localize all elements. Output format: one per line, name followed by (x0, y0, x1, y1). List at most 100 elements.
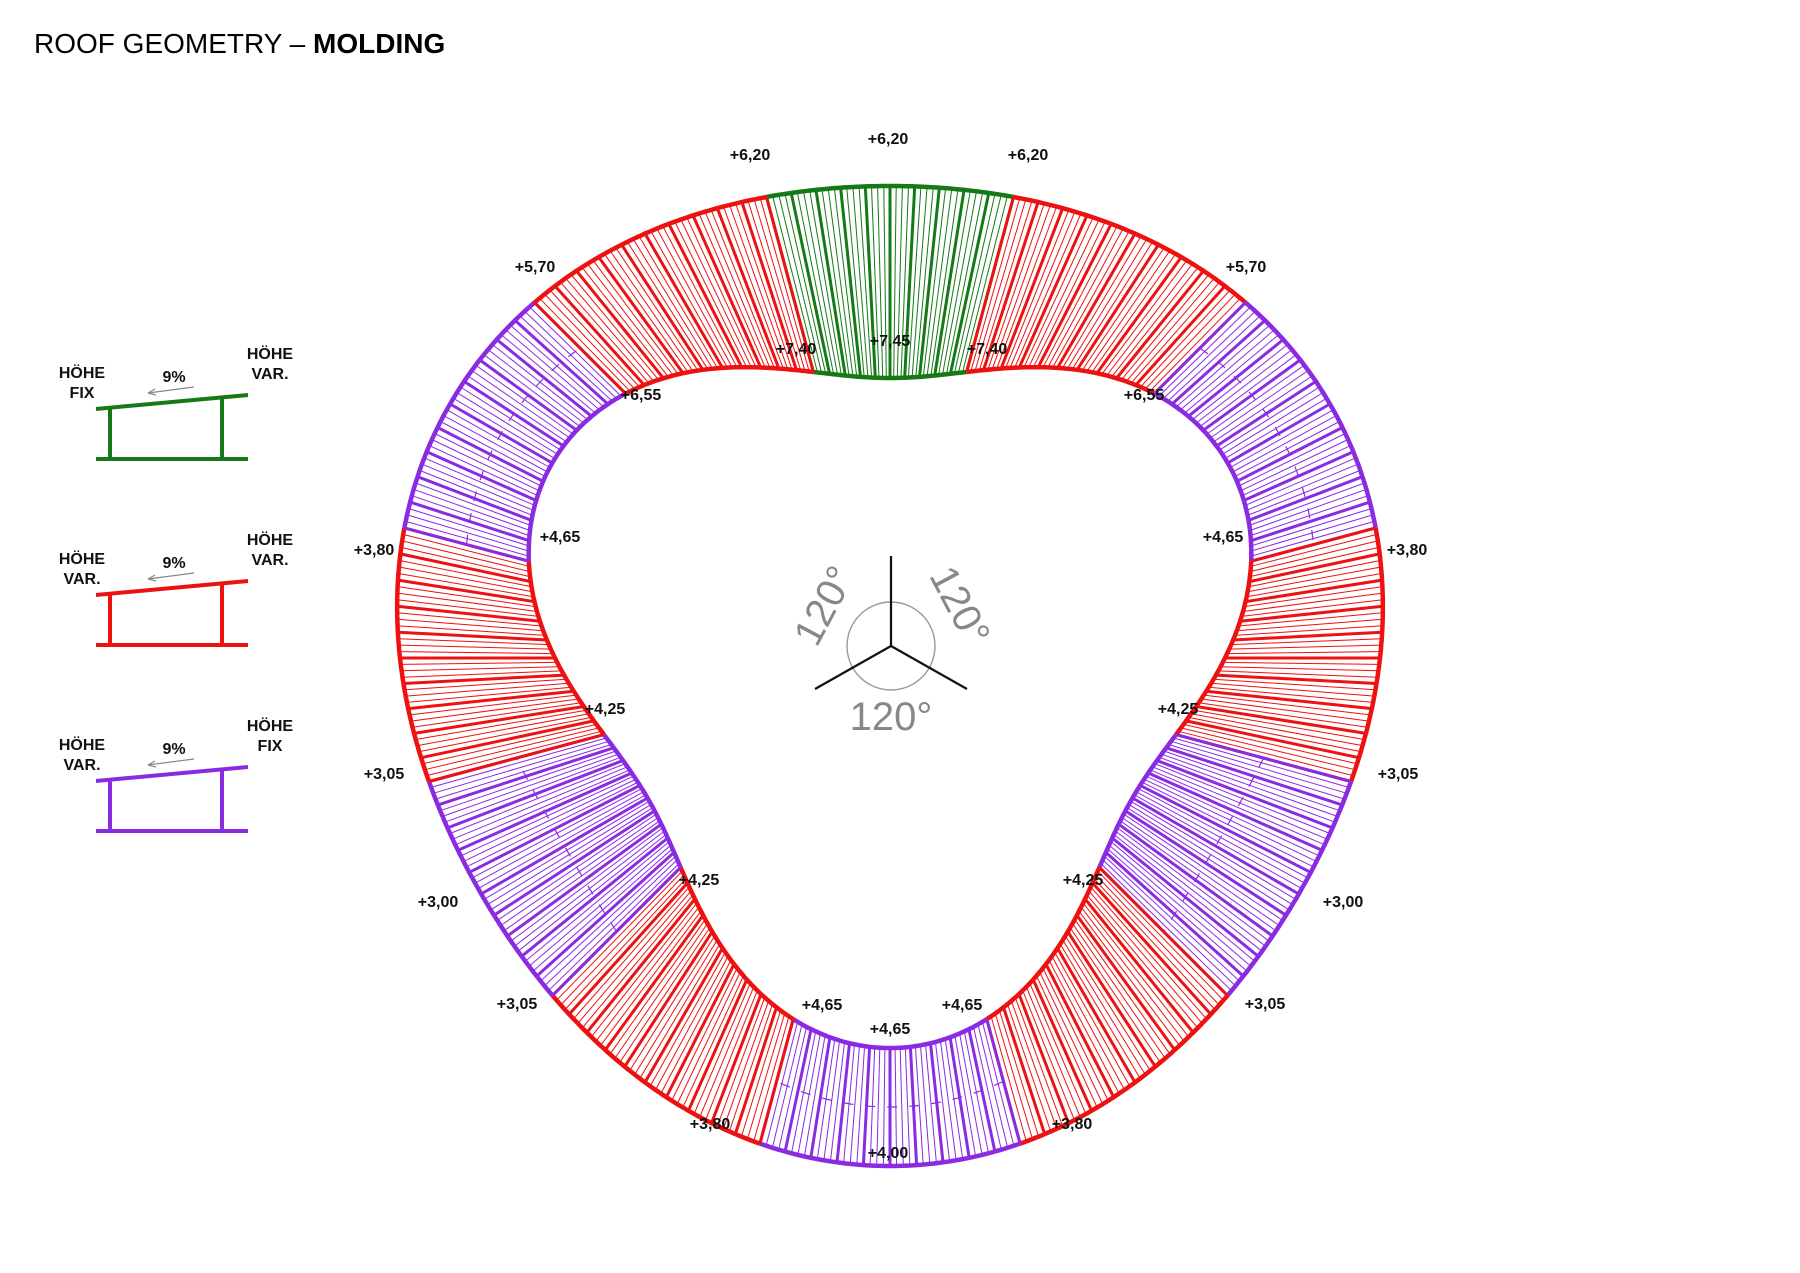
angle-label-right: 120° (921, 559, 999, 653)
ring-rafter-red-3-9 (1244, 586, 1383, 608)
ring-rafter-red-3-3 (1249, 546, 1379, 578)
ring-rafter-purple-6-13 (925, 1044, 937, 1164)
ring-rafter-red-1-21 (1061, 236, 1142, 369)
ring-rafter-red-11-22 (656, 228, 733, 368)
ring-rafter-red-9-13 (406, 686, 572, 703)
legend-purple-right-label-1: HÖHE (247, 716, 294, 735)
ring-rafter-purple-2-26 (1240, 439, 1349, 492)
ring-rafter-red-1-25 (1081, 247, 1165, 371)
ring-rafter-red-7-29 (600, 910, 702, 1046)
ring-rafter-red-11-18 (632, 238, 714, 369)
ring-rafter-red-1-4 (982, 201, 1040, 371)
legend-purple-arrowhead (147, 760, 157, 768)
ring-rafter-green-0-29 (922, 188, 947, 377)
ring-rafter-red-5-32 (1017, 993, 1070, 1124)
ring-rafter-purple-10-7 (415, 482, 531, 526)
elev-outer-top-right: +6,20 (1008, 147, 1049, 164)
ring-rafter-purple-10-15 (434, 433, 542, 487)
ring-rafter-red-9-27 (397, 612, 542, 627)
ring-rafter-red-1-26 (1086, 250, 1171, 372)
elev-outer-upper-right: +5,70 (1226, 259, 1267, 276)
ring-rafter-red-11-11 (592, 260, 679, 375)
ring-rafter-red-11-6 (565, 277, 655, 382)
ring-rafter-red-7-23 (629, 935, 716, 1071)
ring-rafter-purple-2-22 (1232, 415, 1337, 473)
ring-rafter-red-11-21 (650, 230, 728, 368)
ring-red-outer-edge-9 (394, 527, 432, 783)
ring-rafter-red-7-1 (753, 1016, 790, 1142)
elev-outer-right-1: +3,80 (1387, 542, 1428, 559)
ring-rafter-green-0-4 (789, 192, 832, 375)
ring-rafter-green-0-5 (796, 192, 835, 375)
title-regular: ROOF GEOMETRY – (34, 28, 313, 59)
ring-rafter-purple-4-2 (1170, 740, 1347, 794)
elev-outer-right-4: +3,05 (1245, 996, 1286, 1013)
ring-rafter-red-5-39 (990, 1016, 1027, 1142)
ring-rafter-red-3-12 (1239, 604, 1383, 623)
ring-rafter-purple-8-34 (442, 753, 619, 817)
ring-rafter-purple-6-36 (783, 1028, 813, 1152)
ring-rafter-purple-8-12 (506, 822, 663, 938)
ring-rafter-red-7-31 (590, 902, 698, 1038)
ring-rafter-red-9-6 (417, 713, 589, 747)
legend-green-arrowhead (147, 388, 157, 396)
ring-rafter-red-11-12 (597, 256, 685, 375)
ring-rafter-purple-8-3 (540, 855, 677, 982)
ring-rafter-red-3-0 (1250, 526, 1376, 563)
angle-symbol: 120° 120° 120° (786, 556, 999, 739)
ring-rafter-purple-10-3 (408, 508, 529, 547)
ring-rafter-green-0-21 (893, 185, 897, 379)
ring-rafter-red-1-20 (1056, 232, 1137, 369)
ring-purple-ridge-10 (466, 347, 581, 545)
legend-green-slope-arrow (147, 386, 195, 394)
elev-inner-right-2: +4,25 (1158, 701, 1199, 718)
ring-rafter-purple-8-29 (455, 769, 630, 846)
ring-rafter-red-1-3 (978, 200, 1033, 371)
ring-rafter-red-9-3 (422, 723, 597, 765)
ring-rafter-green-0-15 (858, 186, 873, 378)
ring-rafter-red-9-37 (401, 546, 531, 578)
ring-rafter-purple-4-21 (1130, 800, 1296, 900)
ring-rafter-red-5-36 (1002, 1006, 1047, 1135)
legend-red: HÖHE VAR. HÖHE VAR. 9% (59, 530, 293, 647)
ring-rafter-purple-4-22 (1128, 803, 1293, 906)
ring-rafter-purple-4-39 (1100, 863, 1232, 992)
ring-rafter-purple-10-13 (429, 445, 538, 497)
ring-rafter-red-11-2 (544, 293, 636, 390)
ring-rafter-red-5-21 (1054, 951, 1131, 1087)
ring-rafter-purple-4-0 (1175, 733, 1352, 783)
ring-rafter-red-5-3 (1093, 878, 1216, 1010)
inner-elevations: +7,45 +7,40 +7,40 +6,55 +6,55 +4,65 +4,6… (540, 333, 1244, 1038)
ring-rafter-red-9-15 (404, 678, 567, 691)
elev-inner-bottom-right: +4,65 (942, 997, 983, 1014)
ring-rafter-red-3-22 (1220, 666, 1379, 672)
ring-rafter-purple-6-21 (882, 1047, 886, 1166)
ring-rafter-red-9-10 (410, 698, 579, 722)
ring-rafter-green-0-23 (900, 186, 909, 378)
ring-rafter-red-5-34 (1010, 1000, 1058, 1129)
ring-rafter-red-5-12 (1075, 914, 1176, 1051)
ring-rafter-red-11-23 (662, 225, 738, 368)
ring-rafter-purple-6-22 (876, 1047, 881, 1166)
elev-inner-bottom: +4,65 (870, 1021, 911, 1038)
ring-rafter-purple-6-11 (934, 1041, 951, 1162)
ring-rafter-purple-4-35 (1107, 848, 1248, 972)
elev-inner-bottom-left: +4,65 (802, 997, 843, 1014)
ring-red-outer-edge-3 (1348, 527, 1386, 783)
ring-rafter-red-11-28 (691, 214, 763, 369)
ring-rafter-red-7-26 (614, 923, 708, 1059)
ring-rafter-green-0-16 (863, 186, 877, 378)
ring-rafter-red-3-29 (1203, 694, 1371, 716)
ring-rafter-purple-4-38 (1102, 859, 1236, 987)
ring-rafter-green-0-36 (948, 192, 991, 375)
ring-rafter-red-1-9 (1005, 209, 1070, 369)
elev-outer-left-3: +3,00 (418, 894, 459, 911)
ring-rafter-red-3-7 (1246, 573, 1382, 598)
elev-inner-top-left: +7,40 (776, 341, 817, 358)
ring-rafter-red-1-27 (1091, 253, 1177, 373)
ring-rafter-purple-4-26 (1121, 817, 1280, 927)
ring-rafter-red-1-24 (1075, 243, 1160, 371)
ring-rafter-purple-6-10 (939, 1040, 957, 1161)
ring-rafter-red-7-9 (705, 990, 758, 1121)
ring-rafter-green-0-33 (938, 190, 971, 376)
